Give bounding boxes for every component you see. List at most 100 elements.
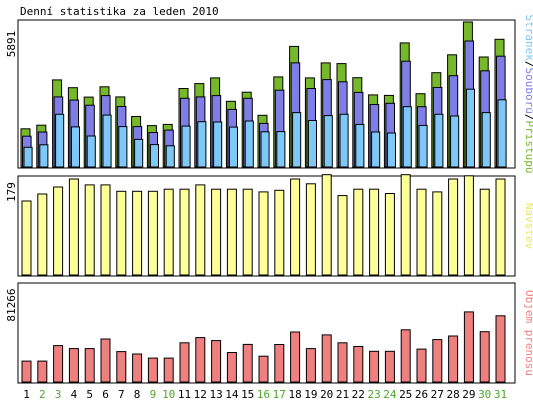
bar-stranky-3	[55, 113, 65, 168]
bar-objem-15	[242, 343, 253, 383]
bar-stranky-6	[102, 114, 112, 168]
bar-stranky-9	[149, 144, 159, 168]
panel-pristupy-soubory-stranky: 5891 Stránek/Souborů/Přístupů	[5, 15, 533, 174]
bar-navstevy-31	[495, 178, 506, 276]
x-tick-label-6: 6	[102, 388, 109, 401]
bar-stranky-8	[134, 138, 144, 168]
bar-objem-26	[416, 348, 427, 383]
bar-stranky-4	[70, 126, 81, 168]
bar-objem-22	[353, 346, 364, 383]
bar-navstevy-6	[100, 184, 111, 276]
bar-navstevy-23	[369, 188, 380, 276]
bar-stranky-31	[497, 99, 507, 168]
bar-stranky-15	[244, 120, 254, 168]
bar-objem-14	[226, 352, 237, 383]
x-tick-label-15: 15	[241, 388, 254, 401]
bar-stranky-13	[213, 121, 223, 168]
bar-navstevy-10	[163, 188, 174, 276]
x-tick-label-17: 17	[273, 388, 286, 401]
bar-stranky-14	[228, 126, 238, 168]
bar-navstevy-15	[242, 188, 253, 276]
x-axis-day-labels: 1 2 3 4 5 6 7 8 9 10 11 12 13 14 15 16 17 18 19 20 21 22 23 24 2…	[23, 388, 507, 401]
x-tick-label-26: 26	[415, 388, 428, 401]
bar-stranky-1	[23, 146, 33, 168]
bar-navstevy-14	[226, 188, 237, 276]
bar-stranky-18	[292, 112, 302, 168]
bar-stranky-21	[339, 113, 349, 168]
x-tick-label-4: 4	[71, 388, 78, 401]
bar-stranky-19	[307, 120, 317, 168]
legend-slash-1: /	[523, 61, 533, 68]
x-tick-label-11: 11	[178, 388, 191, 401]
x-tick-label-13: 13	[209, 388, 222, 401]
bar-objem-7	[116, 351, 127, 383]
bar-stranky-25	[402, 106, 412, 168]
x-tick-label-3: 3	[55, 388, 62, 401]
bar-objem-19	[305, 348, 316, 383]
bar-navstevy-4	[68, 178, 79, 276]
bar-objem-2	[37, 360, 48, 383]
bar-navstevy-28	[448, 178, 459, 276]
bar-navstevy-27	[432, 191, 443, 276]
bar-navstevy-13	[211, 188, 222, 276]
bar-navstevy-12	[195, 184, 206, 276]
bar-navstevy-8	[132, 190, 143, 276]
chart-title: Denní statistika za leden 2010	[20, 5, 219, 18]
panel-middle-legend: Návštěv	[523, 203, 533, 250]
panel-middle-ymax-label: 179	[5, 182, 18, 202]
bar-navstevy-29	[463, 175, 474, 276]
bar-objem-24	[384, 350, 395, 383]
bar-stranky-7	[118, 126, 128, 168]
x-tick-label-18: 18	[288, 388, 301, 401]
bar-navstevy-20	[321, 174, 332, 276]
legend-navstevy: Návštěv	[523, 203, 533, 250]
bar-navstevy-17	[274, 189, 285, 276]
x-tick-label-22: 22	[352, 388, 365, 401]
bar-objem-16	[258, 355, 269, 383]
panel-top-ymax-label: 5891	[5, 31, 18, 58]
bar-objem-13	[211, 340, 222, 383]
legend-soubory: Souborů	[523, 68, 533, 114]
bar-navstevy-5	[84, 184, 95, 276]
panel-navstevy: 179 Návštěv	[5, 174, 533, 277]
bar-navstevy-1	[21, 200, 32, 276]
x-tick-label-23: 23	[367, 388, 380, 401]
bar-objem-6	[100, 338, 111, 383]
x-tick-label-7: 7	[118, 388, 125, 401]
bar-objem-3	[53, 345, 64, 383]
bar-objem-10	[163, 357, 174, 383]
panel-bottom-legend: Objem přenosu	[523, 290, 533, 376]
bar-objem-29	[463, 311, 474, 383]
bar-navstevy-11	[179, 188, 190, 276]
bar-objem-25	[400, 329, 411, 383]
x-tick-label-5: 5	[86, 388, 93, 401]
bar-objem-8	[132, 353, 143, 383]
bar-stranky-17	[276, 131, 286, 168]
bar-stranky-5	[86, 135, 96, 168]
panel-top-bars	[20, 21, 507, 168]
bar-objem-31	[495, 315, 506, 383]
x-tick-label-12: 12	[194, 388, 207, 401]
x-tick-label-2: 2	[39, 388, 46, 401]
bar-stranky-12	[197, 121, 207, 168]
panel-objem-prenosu: 81266 Objem přenosu	[5, 282, 533, 384]
x-tick-label-1: 1	[23, 388, 30, 401]
x-tick-label-8: 8	[134, 388, 141, 401]
x-tick-label-20: 20	[320, 388, 333, 401]
bar-stranky-28	[450, 115, 460, 168]
bar-objem-11	[179, 342, 190, 383]
bar-navstevy-21	[337, 195, 348, 276]
bar-stranky-16	[260, 131, 270, 168]
x-tick-label-30: 30	[478, 388, 491, 401]
x-tick-label-21: 21	[336, 388, 349, 401]
x-tick-label-29: 29	[462, 388, 475, 401]
bar-stranky-23	[371, 131, 381, 168]
bar-stranky-2	[39, 144, 49, 168]
x-tick-label-28: 28	[446, 388, 459, 401]
bar-objem-20	[321, 334, 332, 383]
bar-objem-18	[290, 331, 301, 383]
bar-objem-17	[274, 344, 285, 383]
panel-top-legend: Stránek/Souborů/Přístupů	[523, 15, 533, 174]
bar-navstevy-7	[116, 190, 127, 276]
